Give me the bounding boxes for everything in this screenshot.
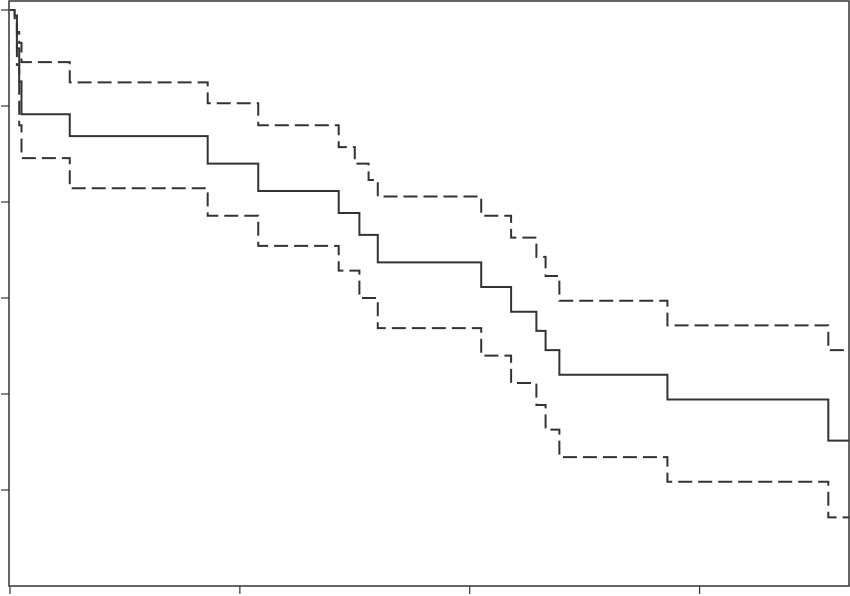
plot-frame xyxy=(8,0,850,587)
curves xyxy=(10,9,849,519)
y-axis-ticks xyxy=(1,9,9,491)
lower-band-line xyxy=(10,9,849,519)
estimate-line xyxy=(10,9,849,442)
x-axis-ticks xyxy=(9,586,701,594)
upper-band-line xyxy=(10,9,849,352)
